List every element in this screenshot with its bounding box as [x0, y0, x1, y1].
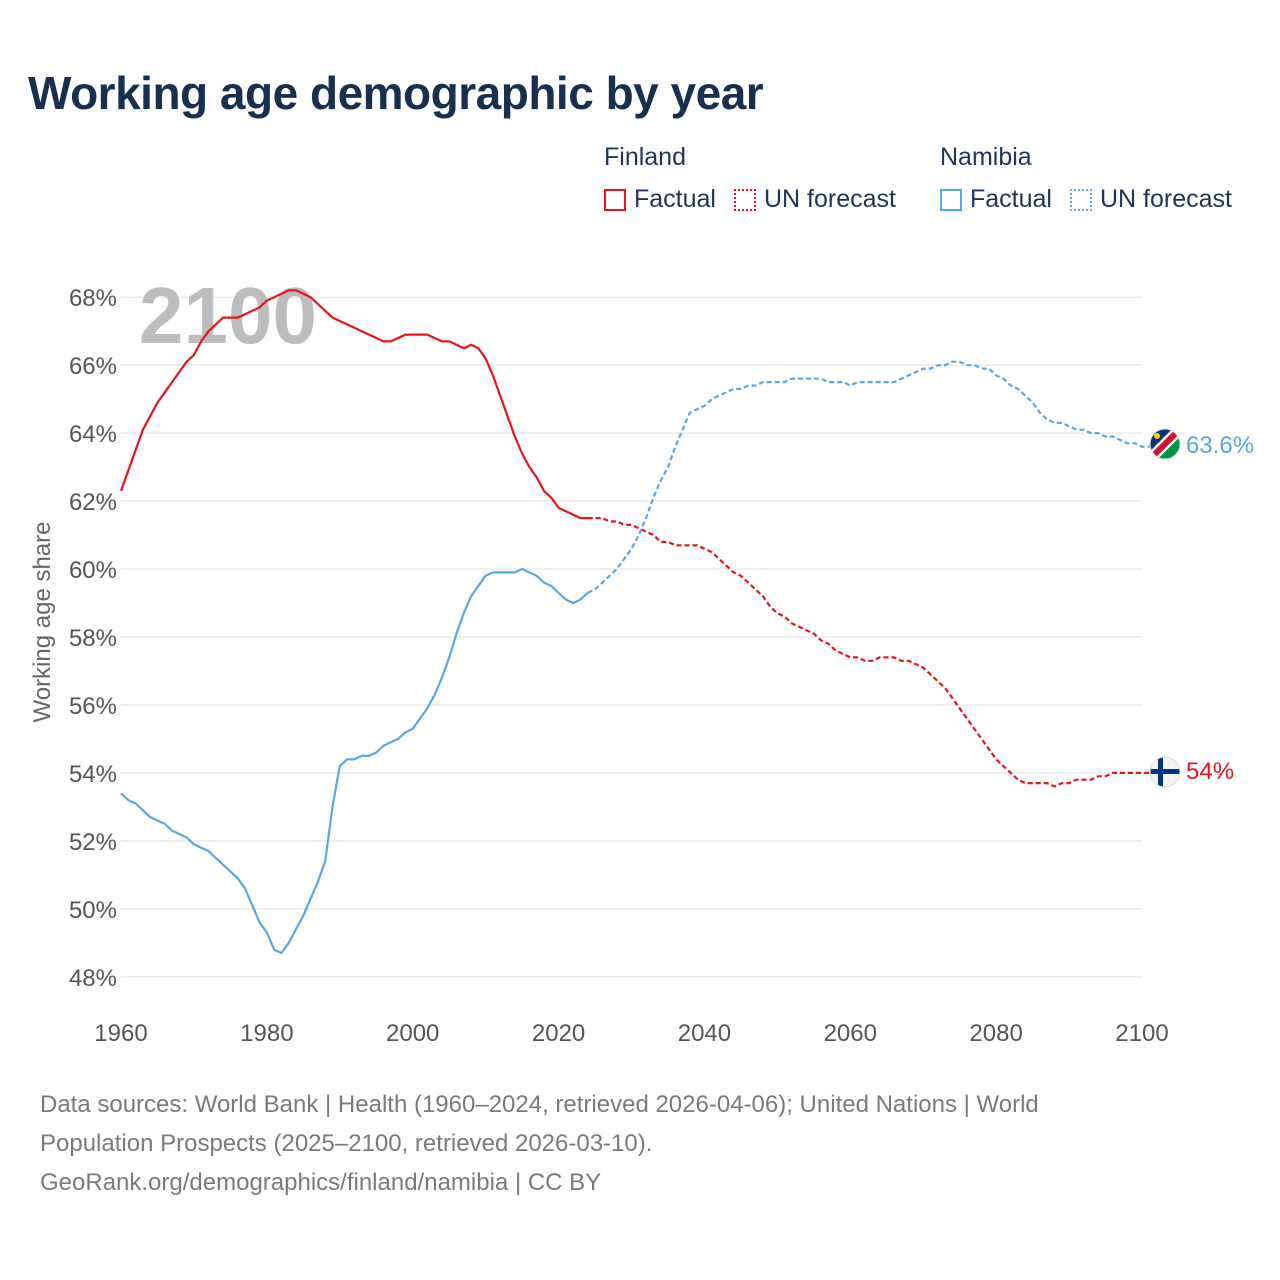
x-tick-label: 2100: [1115, 1020, 1168, 1047]
legend-item-finland-forecast[interactable]: UN forecast: [733, 185, 896, 214]
finland-end-label: 54%: [1186, 758, 1234, 785]
year-watermark: 2100: [139, 271, 317, 360]
y-tick-label: 50%: [69, 897, 117, 924]
y-tick-label: 52%: [69, 829, 117, 856]
finland-factual-line: [119, 289, 588, 520]
footer-sources: Data sources: World Bank | Health (1960–…: [40, 1085, 1240, 1202]
y-tick-label: 68%: [69, 285, 117, 312]
x-tick-label: 2060: [824, 1020, 877, 1047]
y-tick-label: 62%: [69, 489, 117, 516]
y-tick-label: 60%: [69, 557, 117, 584]
chart-title: Working age demographic by year: [28, 67, 764, 119]
x-tick-label: 2020: [532, 1020, 585, 1047]
y-tick-label: 54%: [69, 761, 117, 788]
y-tick-label: 66%: [69, 353, 117, 380]
x-tick-label: 1960: [94, 1020, 147, 1047]
namibia-flag-icon: [1150, 429, 1180, 459]
legend-item-namibia-forecast[interactable]: UN forecast: [1069, 185, 1232, 214]
y-axis-label: Working age share: [29, 522, 56, 723]
footer-line: Data sources: World Bank | Health (1960–…: [40, 1091, 1039, 1118]
y-tick-label: 48%: [69, 965, 117, 992]
legend-group-name: Finland: [604, 143, 686, 171]
x-tick-label: 2000: [386, 1020, 439, 1047]
x-axis: 1960 1980 2000 2020 2040 2060 2080 2100: [94, 1020, 1168, 1047]
legend-group-finland: Finland Factual UN forecast: [604, 143, 914, 214]
legend-group-namibia: Namibia Factual UN forecast: [940, 143, 1250, 214]
y-tick-label: 58%: [69, 625, 117, 652]
namibia-end-label: 63.6%: [1186, 432, 1254, 459]
legend-item-namibia-factual[interactable]: Factual: [940, 185, 1052, 214]
y-tick-label: 64%: [69, 421, 117, 448]
legend-swatch-dotted: [1069, 188, 1092, 211]
footer-line: Population Prospects (2025–2100, retriev…: [40, 1130, 653, 1157]
x-tick-label: 1980: [240, 1020, 293, 1047]
finland-marker-ring: [1149, 756, 1181, 788]
legend-swatch-solid: [604, 188, 626, 211]
line-chart: 2100 48% 50% 52% 54% 56% 58% 60% 62% 64% 66% 68% 1…: [29, 271, 1254, 1047]
legend-item-finland-factual[interactable]: Factual: [604, 185, 716, 214]
legend-group-name: Namibia: [940, 143, 1032, 171]
namibia-factual-line: [120, 567, 589, 955]
finland-flag-icon: [1150, 757, 1180, 787]
y-axis: 48% 50% 52% 54% 56% 58% 60% 62% 64% 66% 68%: [69, 285, 117, 992]
legend-label: UN forecast: [1099, 185, 1232, 213]
grid-lines: [121, 296, 1142, 978]
namibia-marker-ring: [1149, 428, 1181, 460]
y-tick-label: 56%: [69, 693, 117, 720]
legend-label: Factual: [634, 185, 716, 213]
x-tick-label: 2080: [969, 1020, 1022, 1047]
series-lines: [119, 289, 1164, 955]
finland-forecast-line: [587, 517, 1164, 788]
legend-swatch-dotted: [733, 188, 756, 211]
legend-label: Factual: [970, 185, 1052, 213]
legend-label: UN forecast: [763, 185, 896, 213]
namibia-forecast-line: [587, 360, 1164, 594]
footer-line: GeoRank.org/demographics/finland/namibia…: [40, 1169, 602, 1196]
legend-swatch-solid: [940, 188, 962, 211]
x-tick-label: 2040: [678, 1020, 731, 1047]
